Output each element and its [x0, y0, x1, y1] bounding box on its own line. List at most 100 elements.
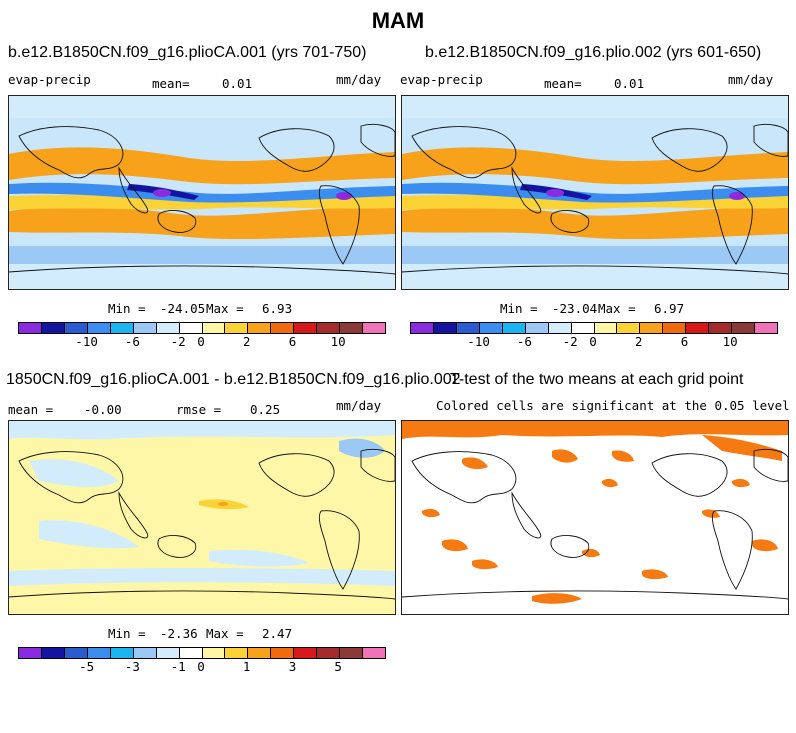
cbar1-tick: -2: [170, 334, 186, 349]
colorbar-swatch: [156, 323, 180, 333]
cbar1-tick: 0: [197, 334, 205, 349]
cbar3-tick: 1: [242, 659, 251, 674]
panel2-mean-label: mean=: [544, 76, 582, 91]
panel3-rmse-value: 0.25: [250, 402, 281, 417]
cbar1-tick: 2: [242, 334, 251, 349]
antarctic-band: [9, 264, 395, 289]
colorbar-swatch: [179, 323, 203, 333]
panel2-min-label: Min =: [500, 301, 538, 316]
colorbar-swatch: [202, 648, 226, 658]
panel1-units: mm/day: [336, 72, 382, 87]
colorbar-swatch: [271, 648, 295, 658]
panel1-max-value: 6.93: [262, 301, 293, 316]
southern-storm-track: [9, 246, 395, 264]
cbar3-tick: 0: [197, 659, 205, 674]
panel2-units: mm/day: [728, 72, 774, 87]
panel2-variable-label: evap-precip: [400, 72, 483, 87]
colorbar-swatch: [363, 323, 385, 333]
panel3-mean-label: mean =: [8, 402, 54, 417]
panel3-title: 1850CN.f09_g16.plioCA.001 - b.e12.B1850C…: [6, 371, 461, 388]
panel1-variable-label: evap-precip: [8, 72, 91, 87]
maritime-continent-max: [546, 189, 564, 197]
antarctic-band: [402, 264, 788, 289]
cbar2-tick: 2: [634, 334, 643, 349]
coastlines: [9, 123, 395, 275]
colorbar-swatch: [156, 648, 180, 658]
colorbar-swatch: [594, 323, 618, 333]
colorbar-swatch: [64, 648, 88, 658]
colorbar-swatch: [202, 323, 226, 333]
colorbar-swatch: [640, 323, 664, 333]
colorbar-swatch: [363, 648, 385, 658]
colorbar-swatch: [110, 648, 134, 658]
panel3-colorbar-ticks: -5 -3 -1 0 1 3 5: [18, 659, 384, 675]
colorbar-swatch: [41, 648, 65, 658]
coastlines: [9, 448, 395, 600]
south-subtropical-evap-band: [402, 206, 788, 240]
colorbar-swatch: [479, 323, 503, 333]
colorbar-swatch: [548, 323, 572, 333]
panel3-rmse-label: rmse =: [176, 402, 222, 417]
colorbar-swatch: [571, 323, 595, 333]
colorbar-swatch: [19, 323, 42, 333]
colorbar-swatch: [317, 323, 341, 333]
colorbar-swatch: [755, 323, 777, 333]
colorbar-swatch: [225, 323, 249, 333]
north-subtropical-evap-band: [9, 147, 395, 185]
panel3-min-label: Min =: [108, 626, 146, 641]
cbar1-tick: 6: [288, 334, 297, 349]
south-pac-diff-1: [39, 520, 139, 549]
difference-background: [9, 421, 395, 614]
cbar3-tick: -1: [170, 659, 186, 674]
panel1-colorbar: [18, 322, 386, 334]
north-subtropical-evap-band: [402, 147, 788, 185]
panel2-mean-value: 0.01: [614, 76, 645, 91]
panel3-min-value: -2.36: [160, 626, 198, 641]
colorbar-swatch: [64, 323, 88, 333]
panel2-map-svg: [402, 96, 788, 289]
colorbar-swatch: [525, 323, 549, 333]
cbar2-tick: -2: [562, 334, 578, 349]
cbar3-tick: 5: [334, 659, 342, 674]
panel1-min-value: -24.05: [160, 301, 206, 316]
itcz-precip-band: [402, 182, 788, 203]
colorbar-swatch: [19, 648, 42, 658]
colorbar-swatch: [225, 648, 249, 658]
cbar1-tick: -6: [124, 334, 140, 349]
colorbar-swatch: [294, 648, 318, 658]
panel4-title: T-test of the two means at each grid poi…: [450, 371, 744, 388]
itcz-precip-band: [9, 182, 395, 203]
amazon-max: [336, 192, 352, 200]
colorbar-swatch: [686, 323, 710, 333]
panel4-subtitle: Colored cells are significant at the 0.0…: [436, 398, 790, 413]
southern-diff: [9, 568, 395, 586]
coastlines: [402, 123, 788, 275]
colorbar-swatch: [663, 323, 687, 333]
panel1-min-label: Min =: [108, 301, 146, 316]
panel3-units: mm/day: [336, 398, 382, 413]
npac-diff: [29, 459, 119, 488]
southern-storm-track: [402, 246, 788, 264]
panel2-max-label: Max =: [598, 301, 636, 316]
arctic-band: [9, 96, 395, 118]
cbar2-tick: -6: [516, 334, 532, 349]
south-pac-diff-2: [209, 549, 309, 567]
colorbar-swatch: [87, 323, 111, 333]
panel3-max-value: 2.47: [262, 626, 293, 641]
arctic-band: [402, 96, 788, 118]
south-subtropical-evap-band: [9, 206, 395, 240]
colorbar-swatch: [502, 323, 526, 333]
panel4-map-svg: [402, 421, 788, 614]
colorbar-swatch: [133, 323, 157, 333]
panel2-colorbar: [410, 322, 778, 334]
colorbar-swatch: [709, 323, 733, 333]
colorbar-swatch: [456, 323, 480, 333]
panel3-colorbar: [18, 647, 386, 659]
panel1-mean-value: 0.01: [222, 76, 253, 91]
panel3-map: [8, 420, 396, 615]
colorbar-swatch: [110, 323, 134, 333]
panel1-map-svg: [9, 96, 395, 289]
colorbar-swatch: [340, 323, 364, 333]
amazon-max: [729, 192, 745, 200]
panel3-map-svg: [9, 421, 395, 614]
